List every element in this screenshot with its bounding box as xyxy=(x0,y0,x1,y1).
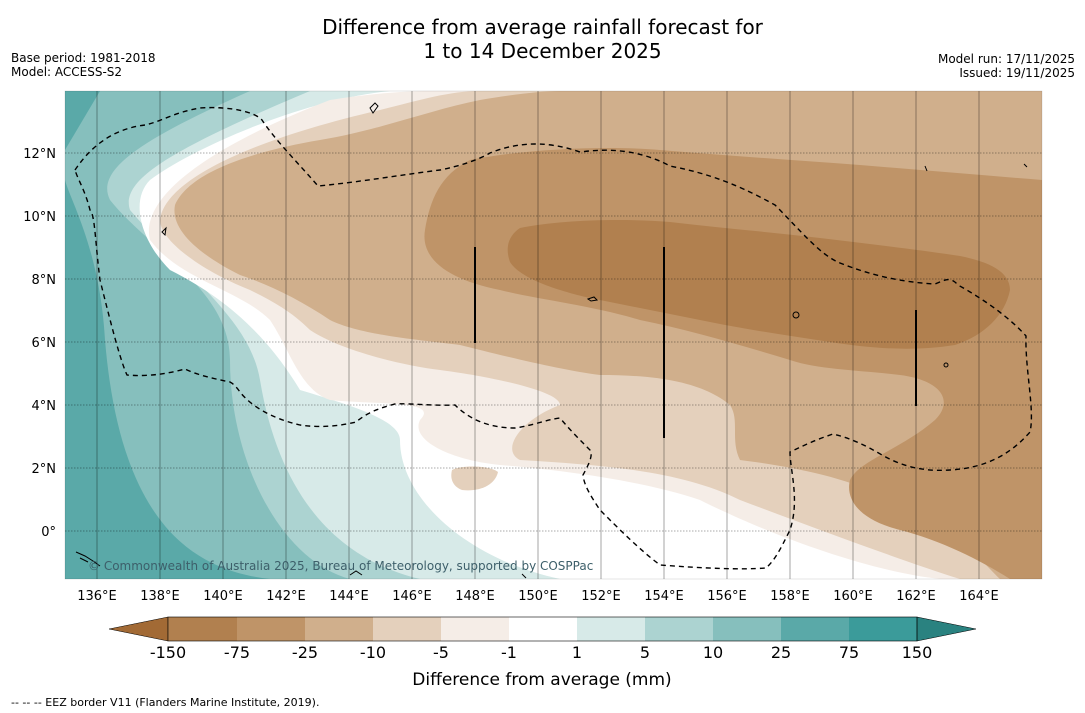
model-name: Model: ACCESS-S2 xyxy=(11,65,123,79)
lon-label: 158°E xyxy=(770,589,810,604)
colorbar-tick: -10 xyxy=(360,643,386,662)
colorbar: -150 -75 -25 -10 -5 -1 1 5 10 25 75 150 … xyxy=(108,616,977,690)
map-frame xyxy=(64,90,1043,580)
lon-label: 164°E xyxy=(959,589,999,604)
title-line-2: 1 to 14 December 2025 xyxy=(423,39,662,63)
colorbar-title: Difference from average (mm) xyxy=(412,670,671,690)
colorbar-segment xyxy=(237,617,305,641)
lon-label: 156°E xyxy=(707,589,747,604)
lon-label: 154°E xyxy=(644,589,684,604)
lon-label: 162°E xyxy=(896,589,936,604)
model-info: Base period: 1981-2018 Model: ACCESS-S2 xyxy=(11,51,156,79)
colorbar-tick: -5 xyxy=(433,643,449,662)
lon-label: 146°E xyxy=(392,589,432,604)
colorbar-segment xyxy=(168,617,237,641)
map-title: Difference from average rainfall forecas… xyxy=(0,15,1085,63)
colorbar-outline xyxy=(167,616,918,642)
lon-label: 160°E xyxy=(833,589,873,604)
longitude-labels: 136°E 138°E 140°E 142°E 144°E 146°E 148°… xyxy=(77,589,999,604)
model-run: Model run: 17/11/2025 xyxy=(937,52,1075,66)
colorbar-tick: 10 xyxy=(703,643,723,662)
lon-label: 136°E xyxy=(77,589,117,604)
eez-footnote: -- -- -- EEZ border V11 (Flanders Marine… xyxy=(11,696,320,709)
colorbar-extend-low xyxy=(108,616,169,642)
lon-label: 144°E xyxy=(329,589,369,604)
parallels xyxy=(65,152,1042,532)
colorbar-tick: -1 xyxy=(501,643,517,662)
colorbar-segment xyxy=(645,617,713,641)
colorbar-tick: -75 xyxy=(224,643,250,662)
colorbar-tick: -25 xyxy=(292,643,318,662)
colorbar-segment xyxy=(577,617,645,641)
colorbar-segment xyxy=(509,617,577,641)
rainfall-anomaly-field: © Commonwealth of Australia 2025, Bureau… xyxy=(65,91,1042,579)
latitude-labels: 12°N 10°N 8°N 6°N 4°N 2°N 0° xyxy=(23,147,56,540)
lat-label: 2°N xyxy=(32,462,57,477)
lon-label: 140°E xyxy=(203,589,243,604)
lat-label: 8°N xyxy=(32,273,57,288)
base-period: Base period: 1981-2018 xyxy=(11,51,156,65)
lon-label: 138°E xyxy=(140,589,180,604)
colorbar-tick: 1 xyxy=(572,643,582,662)
colorbar-segment xyxy=(849,617,917,641)
colorbar-extend-high xyxy=(916,616,977,642)
colorbar-segment xyxy=(305,617,373,641)
lat-label: 10°N xyxy=(23,210,56,225)
eez-border xyxy=(74,106,1033,570)
colorbar-segment xyxy=(713,617,781,641)
title-line-1: Difference from average rainfall forecas… xyxy=(322,15,763,39)
colorbar-segment xyxy=(373,617,441,641)
lon-label: 148°E xyxy=(455,589,495,604)
colorbar-tick: 150 xyxy=(902,643,933,662)
lat-label: 12°N xyxy=(23,147,56,162)
colorbar-tick: 5 xyxy=(640,643,650,662)
lon-label: 150°E xyxy=(518,589,558,604)
colorbar-tick: 75 xyxy=(839,643,859,662)
lat-label: 4°N xyxy=(32,399,57,414)
lon-label: 142°E xyxy=(266,589,306,604)
issued-date: Issued: 19/11/2025 xyxy=(959,66,1075,80)
colorbar-segment xyxy=(441,617,509,641)
colorbar-segment xyxy=(781,617,849,641)
lat-label: 6°N xyxy=(32,336,57,351)
copyright-notice: © Commonwealth of Australia 2025, Bureau… xyxy=(88,559,593,573)
graticule xyxy=(96,91,980,579)
lat-label: 0° xyxy=(41,525,56,540)
colorbar-tick: -150 xyxy=(150,643,186,662)
colorbar-tick: 25 xyxy=(771,643,791,662)
islands xyxy=(75,102,1028,579)
lon-label: 152°E xyxy=(581,589,621,604)
island-chains xyxy=(474,247,917,438)
run-info: Model run: 17/11/2025 Issued: 19/11/2025 xyxy=(938,52,1075,80)
